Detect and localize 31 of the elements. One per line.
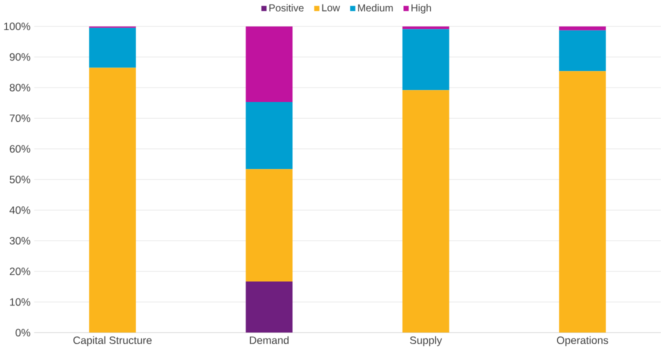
y-tick-label: 60% xyxy=(10,145,30,153)
legend-label: High xyxy=(412,4,431,14)
y-tick-label: 70% xyxy=(10,114,30,122)
legend-label: Low xyxy=(322,4,340,12)
legend-label: Positive xyxy=(269,4,304,12)
x-tick-label: Capital Structure xyxy=(73,336,152,346)
y-tick-label: 90% xyxy=(10,53,30,61)
x-tick-label: Supply xyxy=(410,336,442,346)
bar xyxy=(89,68,136,333)
bar xyxy=(402,29,450,90)
bar xyxy=(246,282,293,333)
legend-label: Medium xyxy=(358,4,393,12)
bar xyxy=(246,26,293,102)
x-tick-label: Operations xyxy=(556,336,608,346)
y-tick-label: 30% xyxy=(10,237,30,245)
y-tick-label: 0% xyxy=(16,329,30,337)
bar xyxy=(559,71,606,333)
bar xyxy=(89,28,136,68)
y-tick-label: 40% xyxy=(10,206,30,214)
y-tick-label: 20% xyxy=(10,268,30,276)
bar xyxy=(559,26,606,31)
y-tick-label: 10% xyxy=(10,298,30,306)
x-tick-label: Demand xyxy=(250,336,289,344)
bar xyxy=(246,102,293,170)
y-tick-label: 100% xyxy=(4,22,30,30)
y-tick-label: 50% xyxy=(10,176,30,184)
bar xyxy=(402,90,450,333)
y-tick-label: 80% xyxy=(10,84,30,92)
bar xyxy=(246,169,293,282)
bar xyxy=(402,26,450,30)
bar xyxy=(559,30,606,72)
